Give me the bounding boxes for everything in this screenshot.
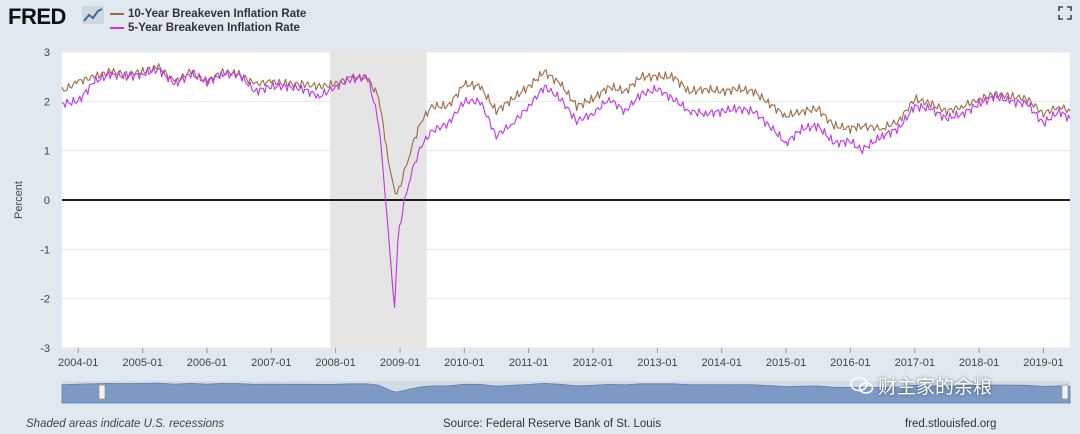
navigator-left-handle[interactable] bbox=[98, 384, 106, 400]
x-tick-label: 2017-01 bbox=[895, 357, 935, 369]
x-tick-label: 2009-01 bbox=[380, 357, 420, 369]
fullscreen-icon[interactable] bbox=[1058, 6, 1072, 20]
x-tick-label: 2011-01 bbox=[509, 357, 549, 369]
y-axis-label: Percent bbox=[13, 181, 25, 219]
series-layer bbox=[61, 63, 1071, 308]
legend-item-5yr[interactable]: 5-Year Breakeven Inflation Rate bbox=[110, 21, 306, 35]
fred-logo: FRED bbox=[8, 4, 66, 29]
chart: 2004-01 2005-01 2006-01 2007-01 2008-01 2009-… bbox=[13, 47, 1071, 404]
x-tick-label: 2008-01 bbox=[315, 357, 355, 369]
y-tick-label: -1 bbox=[40, 244, 50, 256]
recession-note: Shaded areas indicate U.S. recessions bbox=[26, 418, 225, 430]
grid-layer bbox=[62, 51, 1070, 349]
chart-legend: 10-Year Breakeven Inflation Rate 5-Year … bbox=[110, 7, 306, 35]
x-tick-label: 2004-01 bbox=[58, 357, 98, 369]
legend-swatch-10yr bbox=[110, 13, 124, 15]
x-tick-label: 2015-01 bbox=[766, 357, 806, 369]
x-tick-label: 2010-01 bbox=[444, 357, 484, 369]
series-line-5yr bbox=[61, 66, 1071, 308]
x-tick-label: 2019-01 bbox=[1023, 357, 1063, 369]
x-tick-label: 2018-01 bbox=[959, 357, 999, 369]
x-tick-label: 2016-01 bbox=[830, 357, 870, 369]
y-axis: -3 -2 -1 0 1 2 3 bbox=[40, 47, 50, 355]
x-tick-label: 2006-01 bbox=[187, 357, 227, 369]
source-note: Source: Federal Reserve Bank of St. Loui… bbox=[443, 418, 661, 430]
y-tick-label: 0 bbox=[44, 195, 50, 207]
y-tick-label: 1 bbox=[44, 146, 50, 158]
x-tick-label: 2014-01 bbox=[702, 357, 742, 369]
x-axis: 2004-01 2005-01 2006-01 2007-01 2008-01 2009-… bbox=[58, 348, 1064, 369]
x-tick-label: 2013-01 bbox=[637, 357, 677, 369]
y-tick-label: -3 bbox=[40, 343, 50, 355]
legend-item-10yr[interactable]: 10-Year Breakeven Inflation Rate bbox=[110, 7, 306, 21]
navigator-area bbox=[61, 382, 1071, 404]
series-line-10yr bbox=[61, 63, 1071, 195]
site-link[interactable]: fred.stlouisfed.org bbox=[905, 418, 997, 430]
legend-swatch-5yr bbox=[110, 27, 124, 29]
y-tick-label: 3 bbox=[44, 47, 50, 59]
x-tick-label: 2005-01 bbox=[122, 357, 162, 369]
y-tick-label: -2 bbox=[40, 294, 50, 306]
legend-label-5yr: 5-Year Breakeven Inflation Rate bbox=[128, 22, 300, 34]
y-tick-label: 2 bbox=[44, 96, 50, 108]
x-tick-label: 2007-01 bbox=[251, 357, 291, 369]
wechat-icon bbox=[850, 376, 874, 394]
legend-label-10yr: 10-Year Breakeven Inflation Rate bbox=[128, 8, 307, 20]
watermark-text: 财主家的余粮 bbox=[878, 376, 993, 398]
fred-logo-chart-icon bbox=[82, 6, 104, 24]
navigator-right-handle[interactable] bbox=[1061, 384, 1069, 400]
range-navigator[interactable] bbox=[61, 381, 1071, 404]
x-tick-label: 2012-01 bbox=[573, 357, 613, 369]
watermark: 财主家的余粮 bbox=[850, 372, 992, 399]
